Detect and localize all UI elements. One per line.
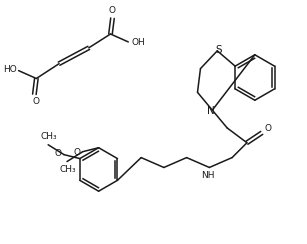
Text: O: O: [55, 149, 61, 158]
Text: HO: HO: [3, 65, 17, 74]
Text: NH: NH: [201, 171, 214, 180]
Text: O: O: [109, 6, 116, 15]
Text: O: O: [33, 97, 40, 106]
Text: CH₃: CH₃: [60, 165, 76, 174]
Text: O: O: [264, 124, 271, 133]
Text: S: S: [215, 45, 222, 55]
Text: O: O: [73, 148, 80, 157]
Text: N: N: [208, 106, 215, 116]
Text: OH: OH: [131, 38, 145, 47]
Text: CH₃: CH₃: [41, 132, 57, 141]
